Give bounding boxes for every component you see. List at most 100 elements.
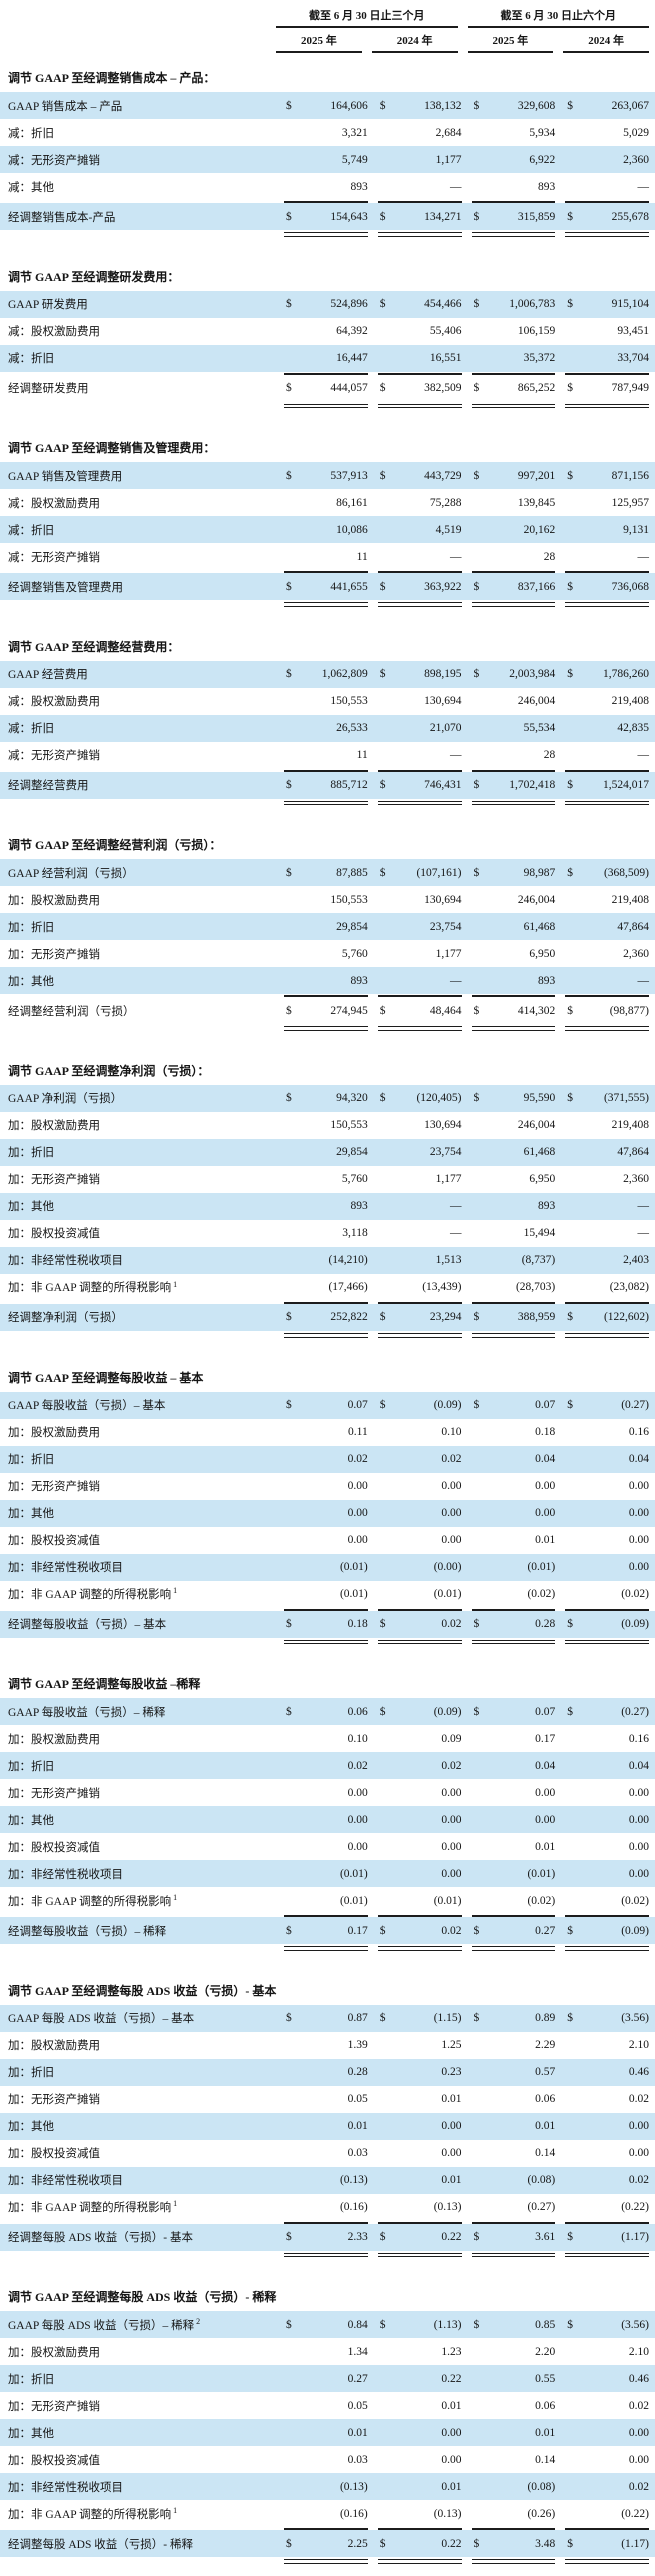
value-cell: 33,704 bbox=[565, 352, 649, 364]
row-label: 减：无形资产摊销 bbox=[0, 747, 284, 763]
cell-value: (13,439) bbox=[422, 1281, 462, 1294]
rule-spacer bbox=[0, 2559, 284, 2564]
cell-value: (0.13) bbox=[433, 2507, 462, 2520]
rule-segment bbox=[284, 1915, 368, 1918]
value-cell: $ (0.09) bbox=[565, 1618, 649, 1630]
table-row: 加：无形资产摊销 0.05 0.01 0.06 0.02 bbox=[0, 2086, 655, 2113]
cell-value: (0.16) bbox=[339, 2201, 368, 2214]
rule-segment bbox=[377, 1639, 462, 1645]
cell-value: 246,004 bbox=[517, 695, 556, 708]
reconciliation-section: 调节 GAAP 至经调整净利润（亏损）： GAAP 净利润（亏损） $94,320 $… bbox=[0, 1062, 655, 1338]
value-columns: $444,057 $382,509 $865,252 $787,949 bbox=[284, 382, 649, 394]
section-title: 调节 GAAP 至经调整每股收益 –稀释 bbox=[8, 1677, 201, 1692]
cell-value: (0.27) bbox=[621, 1399, 649, 1412]
rule-spacer bbox=[0, 404, 284, 409]
rule-segment bbox=[471, 769, 556, 772]
value-cell: 0.00 bbox=[565, 1814, 649, 1826]
row-label-text: 加：无形资产摊销 bbox=[8, 948, 100, 961]
dollar-sign: $ bbox=[473, 2231, 480, 2244]
cell-value: 0.06 bbox=[535, 2093, 556, 2106]
value-columns: (0.13) 0.01 (0.08) 0.02 bbox=[284, 2174, 649, 2186]
value-cell: $444,057 bbox=[284, 382, 368, 394]
rule-segment bbox=[565, 372, 649, 375]
cell-value: 23,754 bbox=[429, 1146, 462, 1159]
cell-value: 106,159 bbox=[517, 325, 556, 338]
value-columns: $274,945 $48,464 $414,302 $ (98,877) bbox=[284, 1005, 649, 1017]
rule-segment bbox=[565, 1946, 649, 1951]
row-label: 加：股权激励费用 bbox=[0, 1117, 284, 1133]
value-cell: $885,712 bbox=[284, 779, 368, 791]
row-label: 加：其他 bbox=[0, 1812, 284, 1828]
value-columns: 16,447 16,551 35,372 33,704 bbox=[284, 352, 649, 364]
row-label-text: 减：股权激励费用 bbox=[8, 696, 100, 709]
rule-segment bbox=[377, 1026, 462, 1031]
rule-spacer bbox=[0, 1946, 284, 1951]
cell-value: 441,655 bbox=[330, 580, 368, 593]
cell-value: 5,029 bbox=[623, 126, 649, 139]
rule-spacer bbox=[0, 2222, 284, 2224]
rule-segment bbox=[471, 201, 556, 203]
row-label-text: 加：其他 bbox=[8, 1508, 54, 1521]
rule-columns bbox=[284, 403, 649, 409]
value-cell: $98,987 bbox=[472, 867, 556, 879]
value-cell: 893 bbox=[284, 181, 368, 193]
subtotal-rule bbox=[0, 2221, 655, 2224]
value-cell: $48,464 bbox=[378, 1005, 462, 1017]
cell-value: 414,302 bbox=[517, 1004, 556, 1017]
value-cell: 0.00 bbox=[565, 1868, 649, 1880]
rule-segment bbox=[284, 2559, 368, 2564]
table-row: GAAP 每股收益（亏损）– 基本 $0.07 $ (0.09) $0.07 $ (0.27… bbox=[0, 1391, 655, 1419]
cell-value: 2.10 bbox=[628, 2345, 649, 2358]
dollar-sign: $ bbox=[286, 866, 292, 879]
value-cell: 0.01 bbox=[378, 2481, 461, 2493]
row-label: 加：股权激励费用 bbox=[0, 1731, 284, 1747]
section-title: 调节 GAAP 至经调整每股 ADS 收益（亏损）- 稀释 bbox=[8, 2290, 277, 2305]
value-columns: $0.18 $0.02 $0.28 $ (0.09) bbox=[284, 1618, 649, 1630]
cell-value: 0.05 bbox=[347, 2093, 368, 2106]
dollar-sign: $ bbox=[379, 668, 386, 681]
cell-value: 0.04 bbox=[628, 1453, 649, 1466]
cell-value: 893 bbox=[350, 974, 368, 987]
table-row: 减：折旧 10,086 4,519 20,162 9,131 bbox=[0, 516, 655, 544]
cell-value: 315,859 bbox=[517, 210, 556, 223]
value-columns: 0.01 0.00 0.01 0.00 bbox=[284, 2427, 649, 2439]
cell-value: 0.16 bbox=[628, 1732, 649, 1745]
cell-value: 154,643 bbox=[330, 210, 368, 223]
value-cell: 86,161 bbox=[284, 497, 368, 509]
value-cell: 2.10 bbox=[565, 2346, 649, 2358]
cell-value: 329,608 bbox=[517, 99, 556, 112]
value-columns: 893 — 893 — bbox=[284, 181, 650, 193]
dollar-sign: $ bbox=[567, 866, 573, 879]
cell-value: 0.46 bbox=[628, 2372, 649, 2385]
dollar-sign: $ bbox=[379, 580, 386, 593]
row-label: 加：其他 bbox=[0, 973, 284, 989]
dollar-sign: $ bbox=[286, 1004, 292, 1017]
section-title: 调节 GAAP 至经调整销售及管理费用： bbox=[8, 441, 216, 456]
cell-value: 0.02 bbox=[441, 1924, 462, 1937]
cell-value: 0.14 bbox=[535, 2147, 556, 2160]
cell-value: (0.02) bbox=[527, 1894, 556, 1907]
value-cell: 2.20 bbox=[472, 2346, 555, 2358]
value-cell: 246,004 bbox=[472, 894, 555, 906]
row-label-text: 加：非经常性税收项目 bbox=[8, 1562, 123, 1575]
row-label: 经调整销售成本-产品 bbox=[0, 209, 284, 225]
table-row: 加：非 GAAP 调整的所得税影响 1 (17,466) (13,439) (28,70… bbox=[0, 1274, 655, 1301]
value-columns: $94,320 $ (120,405) $95,590 $ (371,555) bbox=[284, 1092, 649, 1104]
dollar-sign: $ bbox=[286, 2012, 292, 2025]
value-cell: $0.84 bbox=[284, 2319, 368, 2331]
row-label-text: 加：无形资产摊销 bbox=[8, 2094, 100, 2107]
value-cell: (13,439) bbox=[378, 1281, 462, 1294]
row-label-text: 加：股权投资减值 bbox=[8, 1841, 100, 1854]
value-cell: 0.00 bbox=[378, 1480, 461, 1492]
value-cell: 0.02 bbox=[378, 1453, 461, 1465]
value-cell: $ (0.09) bbox=[378, 1706, 462, 1718]
subtotal-rule bbox=[0, 769, 655, 772]
dollar-sign: $ bbox=[379, 1092, 386, 1105]
value-cell: 0.16 bbox=[565, 1733, 649, 1745]
value-cell: 2,684 bbox=[378, 127, 462, 139]
cell-value: 26,533 bbox=[336, 722, 368, 735]
value-cell: (0.02) bbox=[565, 1895, 649, 1907]
cell-value: 0.22 bbox=[441, 2372, 462, 2385]
cell-value: 130,694 bbox=[424, 695, 462, 708]
value-columns: 0.02 0.02 0.04 0.04 bbox=[284, 1760, 649, 1772]
